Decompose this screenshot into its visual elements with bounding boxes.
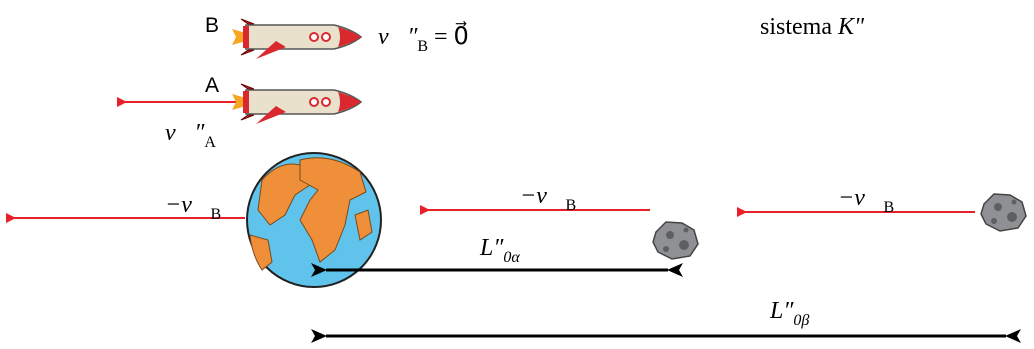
- distance-symbol: L″: [479, 235, 504, 261]
- title-word: sistema: [760, 14, 832, 40]
- rocket-label: A: [205, 74, 219, 97]
- velocity-symbol: −v⃗: [838, 185, 884, 211]
- distance-subscript: 0α: [503, 249, 520, 266]
- velocity-symbol: v⃗″: [378, 24, 418, 50]
- velocity-subscript: B: [884, 199, 895, 216]
- velocity-symbol: v⃗″: [165, 120, 205, 146]
- title: sistema K": [760, 14, 865, 40]
- velocity-subscript: B: [566, 197, 577, 214]
- asteroid: [981, 194, 1026, 231]
- velocity-label: v⃗″A: [165, 120, 216, 151]
- velocity-label: v⃗″B = 0⃗: [378, 21, 469, 55]
- velocity-symbol: −v⃗: [165, 192, 211, 218]
- page: sistema K" B v⃗″B= 0⃗ A v⃗″A −v⃗B −v⃗B −…: [0, 0, 1034, 349]
- distance-label: L″0β: [769, 298, 809, 329]
- earth: [247, 153, 381, 287]
- asteroid: [653, 222, 698, 259]
- velocity-symbol: −v⃗: [520, 183, 566, 209]
- velocity-subscript: A: [204, 134, 216, 151]
- velocity-equals: = 0⃗: [434, 21, 469, 50]
- diagram: sistema K" B v⃗″B= 0⃗ A v⃗″A −v⃗B −v⃗B −…: [0, 0, 1034, 349]
- rocket: [232, 84, 361, 124]
- rocket: [232, 19, 361, 59]
- distance-label: L″0α: [479, 235, 520, 266]
- title-symbol: K": [837, 14, 865, 40]
- distance-subscript: 0β: [793, 312, 809, 329]
- velocity-subscript: B: [417, 38, 428, 55]
- rocket-label: B: [205, 14, 219, 37]
- velocity-subscript: B: [211, 206, 222, 223]
- distance-symbol: L″: [769, 298, 794, 324]
